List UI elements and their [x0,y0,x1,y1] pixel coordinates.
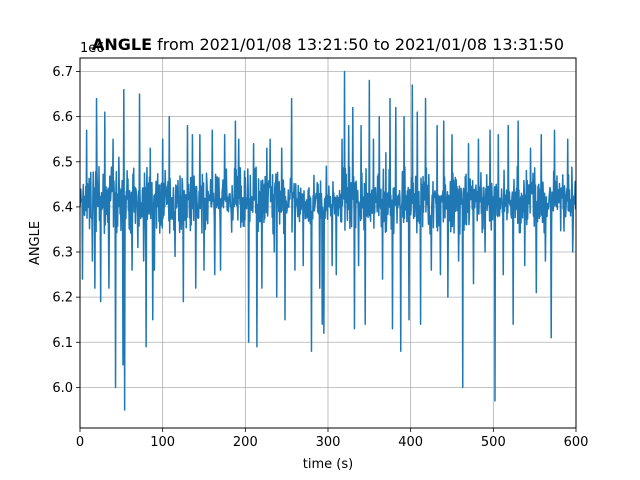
chart-title-bold: ANGLE [92,35,152,54]
series-line [80,70,576,411]
y-tick-label: 6.7 [52,65,73,80]
y-tick-label: 6.3 [52,246,73,261]
series-angle [80,70,576,411]
y-tick-label: 6.0 [52,381,73,396]
x-tick-label: 100 [150,435,175,450]
x-tick-label: 600 [564,435,589,450]
chart-title: ANGLE from 2021/01/08 13:21:50 to 2021/0… [92,35,564,54]
y-tick-label: 6.6 [52,110,73,125]
x-axis-label: time (s) [303,457,353,472]
x-tick-label: 400 [398,435,423,450]
y-axis-ticks: 6.0 6.1 6.2 6.3 6.4 6.5 6.6 6.7 [52,65,80,396]
y-offset-label: 1e6 [80,41,105,56]
y-tick-label: 6.5 [52,155,73,170]
y-tick-label: 6.2 [52,291,73,306]
y-tick-label: 6.4 [52,200,73,215]
chart-title-rest: from 2021/01/08 13:21:50 to 2021/01/08 1… [152,35,564,54]
x-tick-label: 500 [481,435,506,450]
y-axis-label: ANGLE [28,221,43,265]
x-tick-label: 0 [76,435,84,450]
x-tick-label: 200 [233,435,258,450]
x-axis-ticks: 0 100 200 300 400 500 600 [76,428,589,450]
y-tick-label: 6.1 [52,336,73,351]
x-tick-label: 300 [316,435,341,450]
